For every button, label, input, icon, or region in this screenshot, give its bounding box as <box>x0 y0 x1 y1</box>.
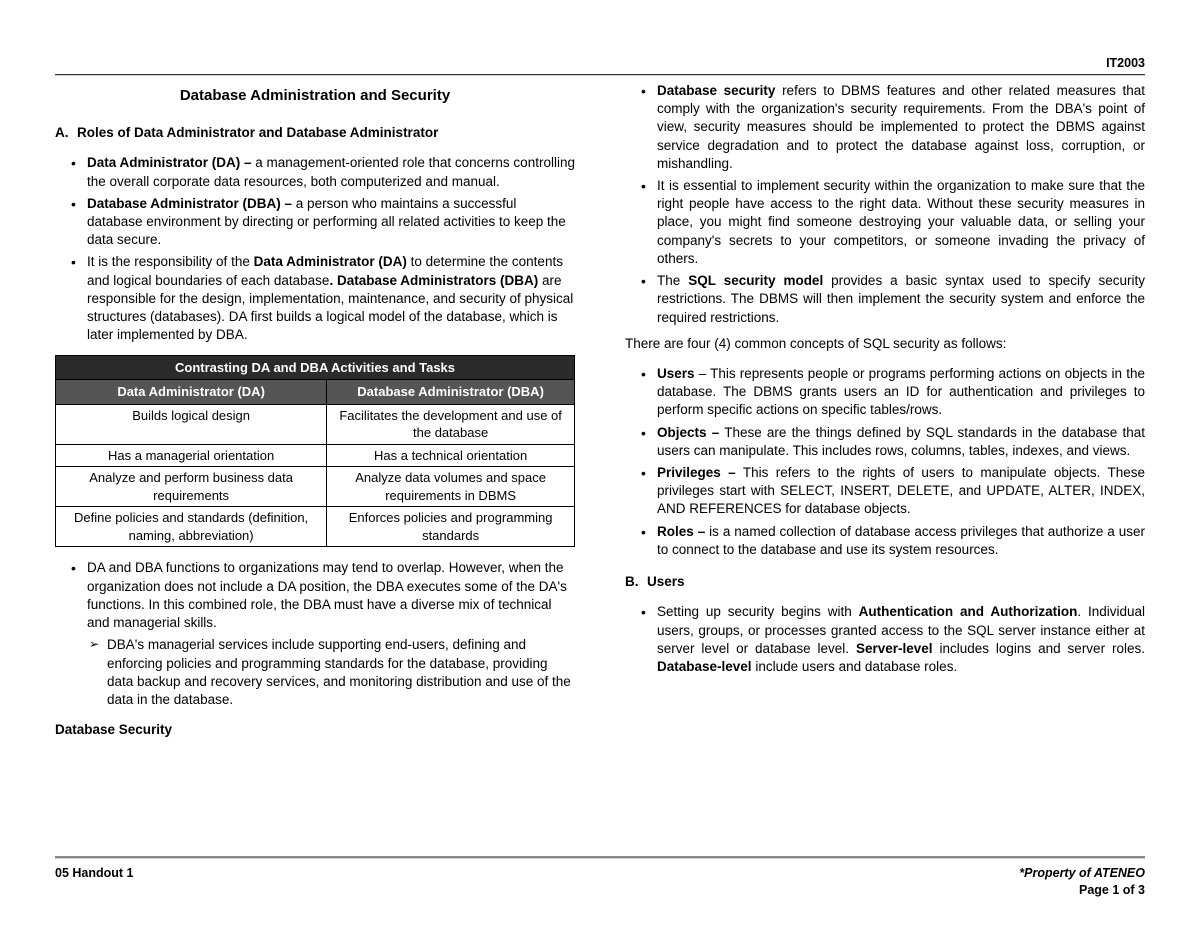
page-title: Database Administration and Security <box>55 86 575 106</box>
bullet-privileges: Privileges – This refers to the rights o… <box>657 464 1145 519</box>
table-caption: Contrasting DA and DBA Activities and Ta… <box>56 355 575 380</box>
section-b-bullets: Setting up security begins with Authenti… <box>625 603 1145 676</box>
table-row: Define policies and standards (definitio… <box>56 507 575 547</box>
table-row: Builds logical designFacilitates the dev… <box>56 404 575 444</box>
overlap-bullets: DA and DBA functions to organizations ma… <box>55 559 575 709</box>
security-bullets: Database security refers to DBMS feature… <box>625 82 1145 327</box>
bullet-responsibility: It is the responsibility of the Data Adm… <box>87 253 575 344</box>
section-b-title: Users <box>647 573 685 591</box>
bullet-sql-model: The SQL security model provides a basic … <box>657 272 1145 327</box>
db-security-heading: Database Security <box>55 721 575 739</box>
contrast-table: Contrasting DA and DBA Activities and Ta… <box>55 355 575 548</box>
left-column: Database Administration and Security A. … <box>55 82 575 740</box>
sub-bullet-managerial: DBA's managerial services include suppor… <box>107 636 575 709</box>
right-column: Database security refers to DBMS feature… <box>625 82 1145 740</box>
section-b-label: B. <box>625 573 647 591</box>
page-footer: 05 Handout 1 *Property of ATENEO Page 1 … <box>55 856 1145 899</box>
bullet-da: Data Administrator (DA) – a management-o… <box>87 154 575 190</box>
two-column-layout: Database Administration and Security A. … <box>55 82 1145 740</box>
table-row: Has a managerial orientationHas a techni… <box>56 444 575 467</box>
concepts-intro: There are four (4) common concepts of SQ… <box>625 335 1145 353</box>
footer-left: 05 Handout 1 <box>55 865 134 899</box>
bullet-db-security: Database security refers to DBMS feature… <box>657 82 1145 173</box>
bullet-roles: Roles – is a named collection of databas… <box>657 523 1145 559</box>
section-a-title: Roles of Data Administrator and Database… <box>77 124 438 142</box>
footer-right: *Property of ATENEO Page 1 of 3 <box>1019 865 1145 899</box>
footer-rule <box>55 856 1145 859</box>
bullet-dba: Database Administrator (DBA) – a person … <box>87 195 575 250</box>
bullet-users: Users – This represents people or progra… <box>657 365 1145 420</box>
section-a-heading: A. Roles of Data Administrator and Datab… <box>55 124 575 142</box>
bullet-objects: Objects – These are the things defined b… <box>657 424 1145 460</box>
bullet-essential: It is essential to implement security wi… <box>657 177 1145 268</box>
section-b-heading: B. Users <box>625 573 1145 591</box>
concepts-bullets: Users – This represents people or progra… <box>625 365 1145 559</box>
header-rule <box>55 74 1145 76</box>
table-col2-header: Database Administrator (DBA) <box>327 380 575 405</box>
section-a-bullets: Data Administrator (DA) – a management-o… <box>55 154 575 344</box>
section-a-label: A. <box>55 124 77 142</box>
table-col1-header: Data Administrator (DA) <box>56 380 327 405</box>
course-code: IT2003 <box>55 55 1145 72</box>
bullet-auth: Setting up security begins with Authenti… <box>657 603 1145 676</box>
bullet-overlap: DA and DBA functions to organizations ma… <box>87 559 575 709</box>
table-row: Analyze and perform business data requir… <box>56 467 575 507</box>
